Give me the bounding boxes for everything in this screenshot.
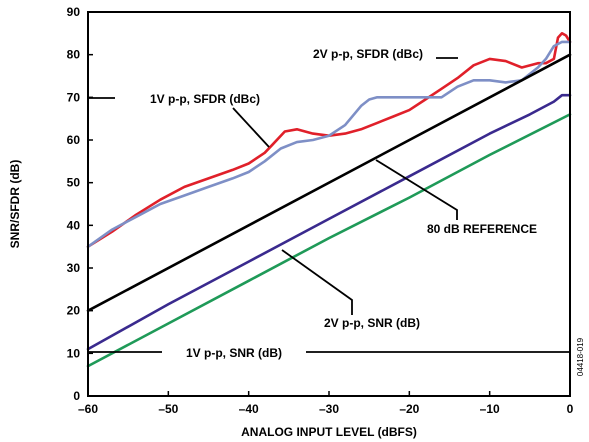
series-line-1v-p-p-snr-db (86, 113, 572, 368)
y-tick-label: 70 (67, 90, 81, 104)
x-tick-label: 0 (567, 402, 574, 416)
annotation-label-1v-p-p-snr-db: 1V p-p, SNR (dB) (186, 346, 282, 360)
x-tick-label: –50 (158, 402, 178, 416)
x-tick-label: –30 (319, 402, 339, 416)
series-line-2v-p-p-sfdr-dbc (86, 31, 572, 248)
annotation-leader-2v-p-p-snr-db (281, 249, 353, 315)
x-tick-label: –20 (399, 402, 419, 416)
y-axis-title: SNR/SFDR (dB) (8, 160, 22, 249)
series-line-80-db-reference (86, 53, 572, 312)
figure-id: 04418-019 (576, 337, 585, 376)
x-tick-label: –10 (480, 402, 500, 416)
y-tick-label: 60 (67, 133, 81, 147)
annotation-labels: 2V p-p, SFDR (dBc) 1V p-p, SFDR (dBc) 80 d… (137, 47, 539, 361)
series-layer (86, 31, 572, 368)
y-tick-label: 20 (67, 304, 81, 318)
annotation-label-2v-p-p-sfdr-dbc: 2V p-p, SFDR (dBc) (313, 47, 423, 61)
annotation-label-2v-p-p-snr-db: 2V p-p, SNR (dB) (324, 316, 420, 330)
annotation-leader-80-db-reference (375, 159, 458, 220)
axis-ticks: –60 –50 –40 –30 –20 –10 0 0 10 20 30 40 50 60 70 80 90 (67, 5, 574, 416)
y-tick-label: 10 (67, 346, 81, 360)
annotation-label-80-db-reference: 80 dB REFERENCE (427, 222, 537, 236)
y-tick-label: 90 (67, 5, 81, 19)
annotation-leader-1v-p-p-sfdr-dbc (232, 107, 270, 148)
x-tick-label: –40 (239, 402, 259, 416)
annotation-label-bg (137, 92, 273, 107)
annotation-leaders (88, 57, 570, 353)
x-tick-label: –60 (78, 402, 98, 416)
y-tick-label: 50 (67, 176, 81, 190)
y-tick-label: 30 (67, 261, 81, 275)
annotation-label-bg (173, 346, 295, 361)
x-axis-title: ANALOG INPUT LEVEL (dBFS) (241, 425, 417, 439)
annotation-label-bg (300, 47, 436, 62)
series-line-1v-p-p-sfdr-dbc (86, 40, 572, 248)
y-tick-label: 80 (67, 48, 81, 62)
annotation-label-bg (311, 316, 433, 331)
series-line-2v-p-p-snr-db (86, 93, 572, 351)
annotation-label-1v-p-p-sfdr-dbc: 1V p-p, SFDR (dBc) (150, 92, 260, 106)
annotation-label-bg (425, 222, 539, 237)
y-tick-label: 0 (73, 389, 80, 403)
y-tick-label: 40 (67, 218, 81, 232)
